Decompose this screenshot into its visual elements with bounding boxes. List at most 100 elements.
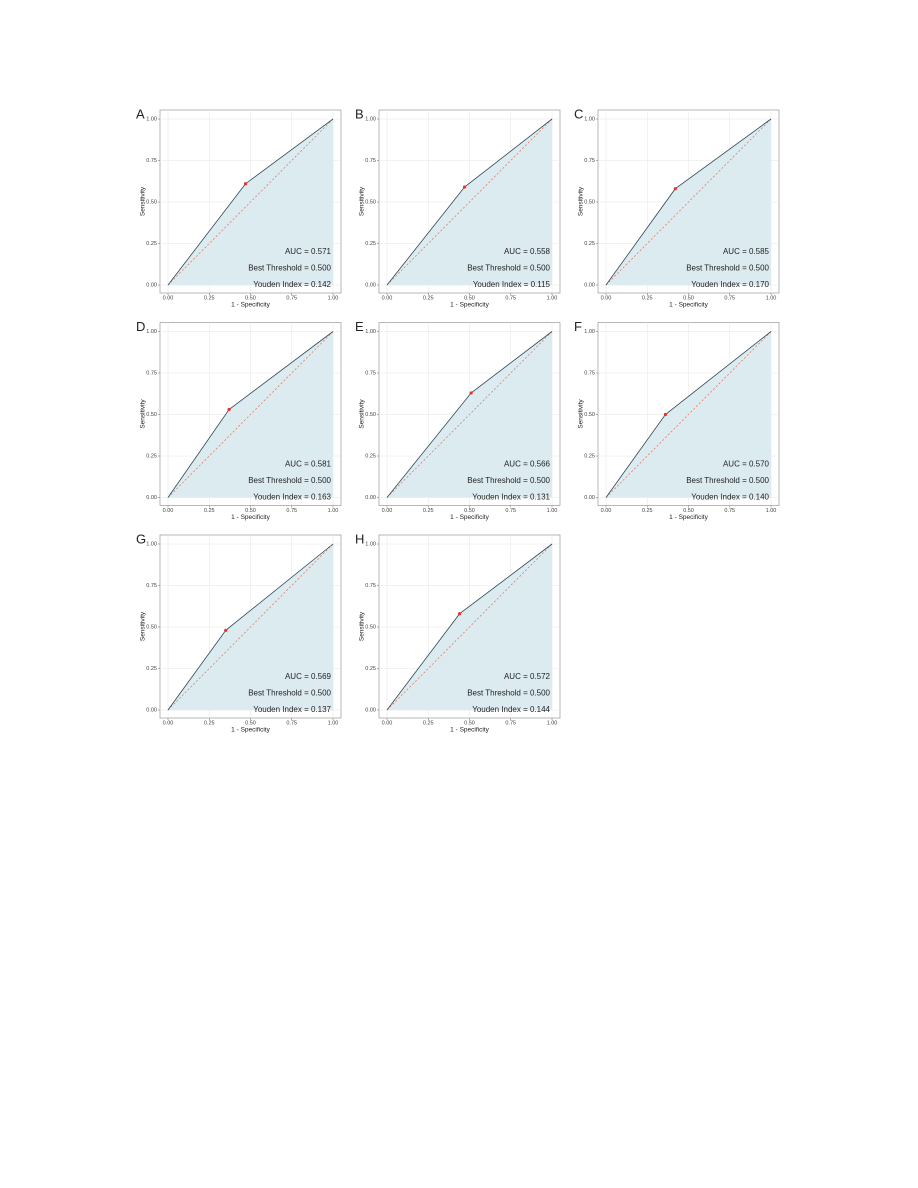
y-tick-label: 0.00 [146, 707, 157, 713]
y-tick-label: 0.75 [365, 583, 376, 589]
y-tick-label: 0.25 [365, 453, 376, 459]
y-tick-label: 0.25 [146, 453, 157, 459]
y-tick-label: 0.25 [146, 241, 157, 247]
x-axis-label: 1 - Specificity [450, 302, 489, 309]
best-threshold-point [243, 182, 248, 186]
y-tick-label: 0.75 [146, 583, 157, 589]
x-axis-label: 1 - Specificity [669, 302, 708, 309]
panel-label: E [355, 319, 364, 334]
panel-label: D [136, 319, 145, 334]
reference-line [386, 331, 553, 498]
x-tick-label: 0.00 [382, 508, 393, 514]
y-axis-label: Sensitivity [578, 399, 585, 429]
y-axis-label: Sensitivity [359, 186, 366, 216]
x-tick-label: 0.50 [683, 295, 694, 301]
x-tick-label: 0.25 [204, 508, 215, 514]
annotation: Youden Index = 0.115 [473, 280, 551, 289]
x-tick-label: 0.50 [464, 720, 475, 726]
x-tick-label: 1.00 [766, 295, 777, 301]
x-axis-label: 1 - Specificity [231, 514, 270, 521]
y-tick-label: 0.50 [584, 199, 595, 205]
y-tick-label: 0.50 [146, 199, 157, 205]
y-tick-label: 0.25 [365, 241, 376, 247]
annotation: Youden Index = 0.163 [253, 493, 331, 502]
x-tick-label: 0.00 [163, 508, 174, 514]
x-tick-label: 1.00 [547, 720, 558, 726]
x-tick-label: 0.50 [245, 295, 256, 301]
y-tick-label: 1.00 [146, 116, 157, 122]
x-tick-label: 0.75 [724, 508, 735, 514]
annotation: Youden Index = 0.142 [253, 280, 331, 289]
y-tick-label: 0.50 [365, 624, 376, 630]
x-tick-label: 0.25 [423, 720, 434, 726]
x-tick-label: 0.25 [204, 720, 215, 726]
panel-label: B [355, 106, 364, 121]
x-tick-label: 0.25 [423, 295, 434, 301]
y-tick-label: 0.75 [584, 370, 595, 376]
panel-label: H [355, 531, 364, 546]
annotation: AUC = 0.571 [285, 247, 332, 256]
x-axis-label: 1 - Specificity [231, 727, 270, 734]
y-tick-label: 1.00 [365, 329, 376, 335]
annotation: Youden Index = 0.144 [472, 705, 550, 714]
y-tick-label: 0.00 [584, 282, 595, 288]
annotation: AUC = 0.585 [723, 247, 770, 256]
y-tick-label: 0.25 [146, 666, 157, 672]
y-tick-label: 1.00 [365, 116, 376, 122]
annotation: Best Threshold = 0.500 [467, 689, 550, 698]
x-tick-label: 0.00 [163, 720, 174, 726]
best-threshold-point [462, 185, 467, 189]
x-tick-label: 0.75 [286, 295, 297, 301]
y-tick-label: 0.75 [584, 158, 595, 164]
annotation: Best Threshold = 0.500 [467, 264, 550, 273]
x-tick-label: 1.00 [328, 295, 339, 301]
y-axis-label: Sensitivity [140, 611, 147, 641]
x-tick-label: 0.00 [601, 295, 612, 301]
y-tick-label: 0.00 [146, 495, 157, 501]
x-tick-label: 0.75 [724, 295, 735, 301]
y-tick-label: 1.00 [365, 541, 376, 547]
y-axis-label: Sensitivity [359, 399, 366, 429]
x-tick-label: 0.75 [286, 508, 297, 514]
x-tick-label: 1.00 [547, 508, 558, 514]
y-tick-label: 0.75 [365, 370, 376, 376]
y-tick-label: 0.50 [365, 412, 376, 418]
y-axis-label: Sensitivity [140, 399, 147, 429]
y-tick-label: 0.50 [584, 412, 595, 418]
y-tick-label: 1.00 [146, 541, 157, 547]
y-tick-label: 0.75 [365, 158, 376, 164]
x-axis-label: 1 - Specificity [231, 302, 270, 309]
annotation: AUC = 0.566 [504, 460, 551, 469]
annotation: AUC = 0.558 [504, 247, 551, 256]
y-tick-label: 0.00 [146, 282, 157, 288]
x-tick-label: 0.50 [464, 508, 475, 514]
y-axis-label: Sensitivity [140, 186, 147, 216]
x-tick-label: 0.75 [286, 720, 297, 726]
y-tick-label: 0.00 [365, 707, 376, 713]
x-tick-label: 0.25 [423, 508, 434, 514]
annotation: Best Threshold = 0.500 [686, 264, 769, 273]
y-tick-label: 0.00 [365, 495, 376, 501]
y-tick-label: 1.00 [146, 329, 157, 335]
x-tick-label: 0.50 [464, 295, 475, 301]
y-tick-label: 0.75 [146, 158, 157, 164]
y-axis-label: Sensitivity [359, 611, 366, 641]
x-tick-label: 1.00 [547, 295, 558, 301]
panel-label: A [136, 106, 145, 121]
x-tick-label: 0.00 [382, 295, 393, 301]
y-tick-label: 0.75 [146, 370, 157, 376]
annotation: AUC = 0.569 [285, 672, 332, 681]
x-tick-label: 0.75 [505, 508, 516, 514]
best-threshold-point [469, 391, 473, 395]
annotation: AUC = 0.572 [504, 672, 551, 681]
annotation: Best Threshold = 0.500 [686, 476, 769, 485]
y-tick-label: 0.50 [146, 412, 157, 418]
annotation: Best Threshold = 0.500 [248, 689, 331, 698]
reference-line [167, 118, 334, 286]
x-tick-label: 0.25 [642, 508, 653, 514]
x-tick-label: 0.50 [683, 508, 694, 514]
best-threshold-point [673, 187, 677, 191]
panel-label: G [136, 531, 146, 546]
annotation: Youden Index = 0.140 [691, 493, 769, 502]
